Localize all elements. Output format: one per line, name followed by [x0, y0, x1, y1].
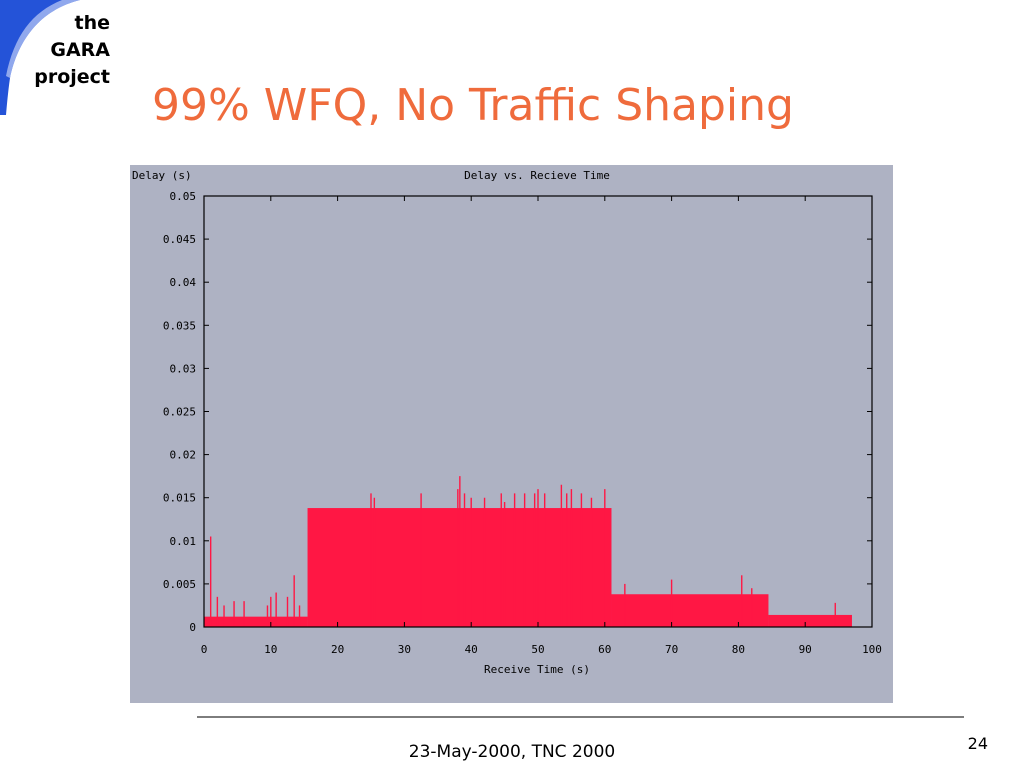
x-tick-label: 30	[398, 643, 411, 656]
logo-line-the: the	[74, 12, 111, 34]
x-tick-label: 20	[331, 643, 344, 656]
y-tick-label: 0.02	[170, 449, 197, 462]
series-segment	[611, 594, 769, 627]
x-tick-label: 70	[665, 643, 678, 656]
chart-marks	[204, 476, 852, 627]
y-tick-label: 0.01	[170, 535, 197, 548]
footer-text: 23-May-2000, TNC 2000	[408, 742, 616, 762]
chart-xlabel: Receive Time (s)	[484, 663, 590, 676]
y-tick-label: 0.035	[163, 319, 196, 332]
y-tick-label: 0.025	[163, 406, 196, 419]
page-number: 24	[967, 734, 988, 753]
x-tick-label: 10	[264, 643, 277, 656]
footer-divider	[197, 716, 964, 718]
chart-title: Delay vs. Recieve Time	[464, 169, 610, 182]
y-tick-label: 0.04	[170, 276, 197, 289]
logo-line-project: project	[34, 66, 110, 88]
x-tick-label: 50	[531, 643, 544, 656]
y-tick-label: 0.005	[163, 578, 196, 591]
series-segment	[204, 616, 308, 627]
x-tick-label: 80	[732, 643, 745, 656]
x-tick-label: 90	[799, 643, 812, 656]
delay-chart: Delay (s) Delay vs. Recieve Time 0 10 20 30…	[130, 165, 893, 703]
series-segment	[768, 614, 852, 627]
y-tick-label: 0.045	[163, 233, 196, 246]
x-tick-label: 100	[862, 643, 882, 656]
y-tick-label: 0.05	[170, 190, 197, 203]
chart-ticks: 0 10 20 30 40 50 60 70 80 90 100 0 0.005 0.01 0.015 0.0…	[163, 190, 882, 656]
y-tick-label: 0.03	[170, 362, 197, 375]
logo-swoosh-graphic	[0, 0, 80, 115]
y-tick-label: 0	[189, 621, 196, 634]
x-tick-label: 0	[201, 643, 208, 656]
x-tick-label: 40	[465, 643, 478, 656]
logo-text: the GARA project	[14, 10, 110, 91]
y-tick-label: 0.015	[163, 492, 196, 505]
x-tick-label: 60	[598, 643, 611, 656]
slide-title: 99% WFQ, No Traffic Shaping	[152, 80, 794, 131]
chart-ylabel: Delay (s)	[132, 169, 192, 182]
logo-line-gara: GARA	[50, 39, 110, 61]
